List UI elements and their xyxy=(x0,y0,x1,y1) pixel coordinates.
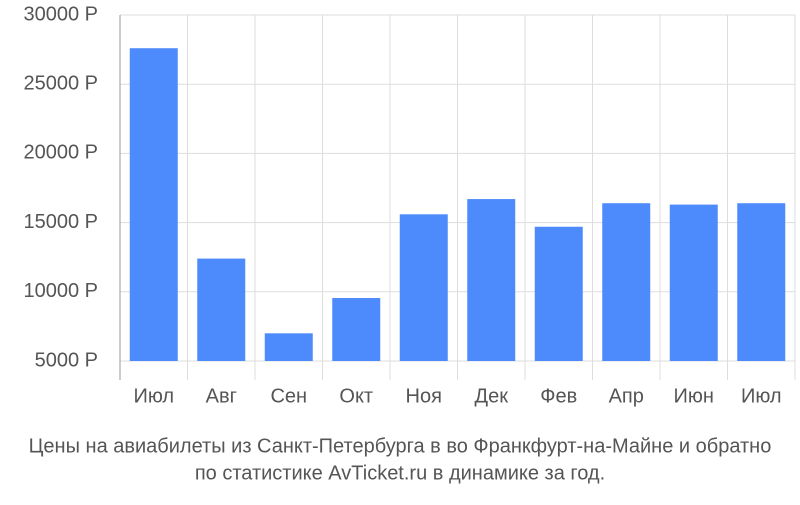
bar xyxy=(602,203,651,361)
bar xyxy=(129,48,178,361)
y-tick-label: 15000 Р xyxy=(23,211,98,233)
bar xyxy=(399,214,448,361)
y-tick-label: 25000 Р xyxy=(23,72,98,94)
chart-title: Цены на авиабилеты из Санкт-Петербурга в… xyxy=(29,435,772,457)
x-tick-label: Июл xyxy=(741,385,782,407)
x-tick-label: Окт xyxy=(339,385,373,407)
bar xyxy=(467,199,516,361)
bar xyxy=(737,203,786,361)
bar xyxy=(197,258,246,361)
chart-subtitle: по статистике AvTicket.ru в динамике за … xyxy=(195,462,605,484)
bar xyxy=(332,298,381,361)
x-tick-label: Июл xyxy=(133,385,174,407)
x-tick-label: Авг xyxy=(206,385,237,407)
x-tick-label: Апр xyxy=(609,385,644,407)
y-tick-label: 20000 Р xyxy=(23,142,98,164)
y-tick-label: 10000 Р xyxy=(23,280,98,302)
x-tick-label: Фев xyxy=(540,385,577,407)
x-tick-label: Сен xyxy=(270,385,307,407)
bar xyxy=(669,204,718,361)
bar xyxy=(534,226,583,361)
y-tick-label: 30000 Р xyxy=(23,3,98,25)
bar xyxy=(264,333,313,361)
x-tick-label: Июн xyxy=(674,385,714,407)
x-tick-label: Ноя xyxy=(406,385,442,407)
x-tick-label: Дек xyxy=(475,385,509,407)
y-tick-label: 5000 Р xyxy=(35,349,98,371)
